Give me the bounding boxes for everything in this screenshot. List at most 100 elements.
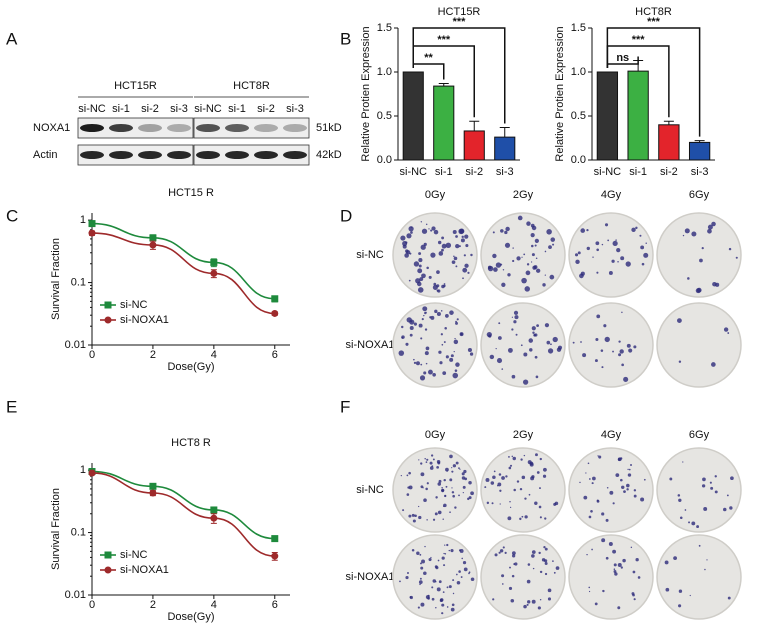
error-bar xyxy=(469,120,480,131)
colony xyxy=(458,570,461,573)
row-label: Actin xyxy=(33,149,57,161)
colony xyxy=(406,474,409,477)
colony xyxy=(596,499,599,502)
panel-label: D xyxy=(340,206,352,225)
significance-bracket xyxy=(606,27,701,137)
colony xyxy=(418,459,420,461)
colony xyxy=(443,341,446,344)
colony xyxy=(523,604,527,609)
colony xyxy=(678,360,682,363)
x-axis-label: Dose(Gy) xyxy=(167,611,214,623)
colony xyxy=(441,343,444,346)
colony xyxy=(491,502,494,505)
chart-title: HCT8R xyxy=(635,6,672,18)
dose-label: 6Gy xyxy=(689,189,710,201)
colony xyxy=(595,241,600,246)
colony xyxy=(711,362,716,367)
colony xyxy=(486,501,490,505)
plate-row-label: si-NOXA1 xyxy=(346,339,395,351)
significance-bracket xyxy=(412,27,506,124)
colony xyxy=(531,244,534,248)
colony xyxy=(547,588,552,593)
colony xyxy=(454,337,456,340)
blot-band xyxy=(109,124,133,132)
colony xyxy=(444,544,446,546)
y-tick-label: 1.5 xyxy=(377,22,392,34)
colony xyxy=(413,322,417,326)
colony xyxy=(523,352,528,357)
lane-label: si-3 xyxy=(286,103,304,115)
colony xyxy=(425,595,430,600)
colony xyxy=(445,485,448,488)
colony xyxy=(621,311,623,314)
y-tick-label: 0.0 xyxy=(377,154,392,166)
colony xyxy=(421,228,428,234)
plate xyxy=(480,302,566,388)
colony xyxy=(516,480,520,483)
colony xyxy=(445,355,449,359)
colony xyxy=(426,482,429,485)
colony xyxy=(423,498,427,502)
colony xyxy=(539,570,543,574)
size-label: 51kD xyxy=(316,122,342,134)
colony xyxy=(695,288,701,294)
colony xyxy=(620,478,623,482)
colony xyxy=(441,248,444,252)
blot-frame xyxy=(193,144,310,166)
colony xyxy=(443,503,447,508)
colony xyxy=(449,454,453,459)
colony xyxy=(515,333,518,336)
colony xyxy=(535,257,538,260)
x-tick-label: 4 xyxy=(211,599,217,611)
x-tick-label: si-NC xyxy=(400,166,428,178)
colony xyxy=(430,229,433,232)
colony xyxy=(626,343,631,348)
colony xyxy=(424,328,428,331)
colony xyxy=(577,251,581,255)
colony xyxy=(410,321,413,323)
colony xyxy=(420,363,423,366)
colony xyxy=(426,458,429,461)
colony xyxy=(452,464,457,468)
colony xyxy=(723,327,729,332)
data-point xyxy=(149,489,157,497)
colony xyxy=(633,494,637,498)
colony xyxy=(400,475,402,477)
x-tick-label: 6 xyxy=(272,349,278,361)
colony xyxy=(467,347,472,353)
colony xyxy=(530,261,533,263)
colony xyxy=(448,549,451,552)
bar xyxy=(494,136,516,161)
colony xyxy=(605,518,609,522)
colony xyxy=(502,546,505,549)
colony xyxy=(502,269,505,271)
colony xyxy=(531,550,536,554)
plate-row-label: si-NC xyxy=(356,249,384,261)
colony xyxy=(630,546,633,549)
data-point xyxy=(210,269,218,277)
colony xyxy=(544,572,548,576)
colony xyxy=(493,470,496,473)
colony xyxy=(640,497,645,502)
colony xyxy=(446,543,449,547)
colony xyxy=(441,489,445,493)
colony xyxy=(484,486,487,489)
colony xyxy=(520,344,523,347)
colony xyxy=(544,562,548,565)
colony xyxy=(607,239,610,242)
colony xyxy=(497,336,502,340)
blot-band xyxy=(80,124,104,132)
colony xyxy=(504,242,511,248)
colony xyxy=(730,476,734,481)
colony xyxy=(543,546,546,549)
colony xyxy=(604,223,609,227)
x-tick-label: 0 xyxy=(89,349,95,361)
colony xyxy=(523,253,526,256)
colony xyxy=(534,333,538,337)
colony xyxy=(437,240,442,245)
colony xyxy=(511,455,514,458)
colony xyxy=(405,241,408,244)
chart-title: HCT8 R xyxy=(171,437,211,449)
colony xyxy=(449,478,453,482)
